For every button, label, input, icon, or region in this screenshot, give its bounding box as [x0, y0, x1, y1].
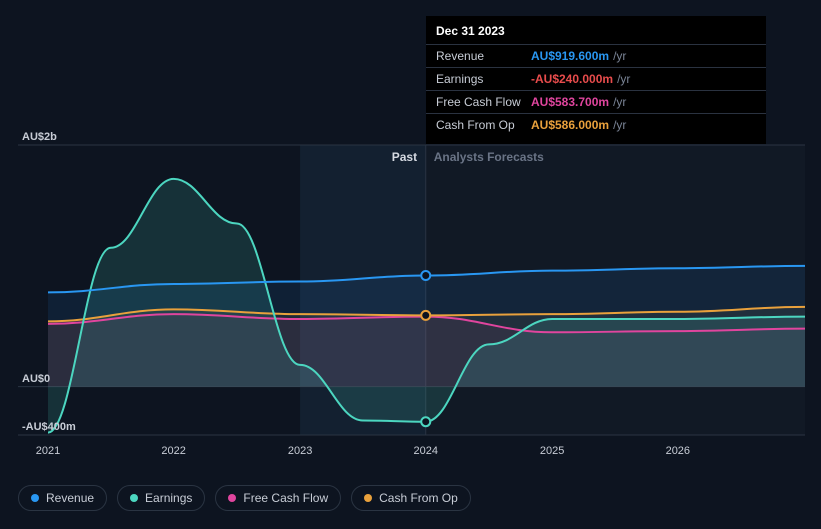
tooltip-row-fcf: Free Cash Flow AU$583.700m /yr	[426, 91, 766, 114]
tooltip-title: Dec 31 2023	[426, 24, 766, 45]
legend-item-cfo[interactable]: Cash From Op	[351, 485, 471, 511]
chart-legend: Revenue Earnings Free Cash Flow Cash Fro…	[18, 485, 471, 511]
y-axis-label: -AU$400m	[22, 421, 76, 433]
tooltip-value: -AU$240.000m	[531, 72, 613, 86]
tooltip-unit: /yr	[613, 95, 626, 109]
tooltip-row-earnings: Earnings -AU$240.000m /yr	[426, 68, 766, 91]
tooltip-row-cfo: Cash From Op AU$586.000m /yr	[426, 114, 766, 136]
tooltip-label: Cash From Op	[436, 118, 531, 132]
legend-label: Free Cash Flow	[243, 491, 328, 505]
legend-dot-icon	[31, 494, 39, 502]
legend-label: Earnings	[145, 491, 192, 505]
legend-item-fcf[interactable]: Free Cash Flow	[215, 485, 341, 511]
tooltip-label: Revenue	[436, 49, 531, 63]
region-label-past: Past	[392, 150, 417, 164]
tooltip-unit: /yr	[613, 118, 626, 132]
legend-label: Cash From Op	[379, 491, 458, 505]
tooltip-unit: /yr	[617, 72, 630, 86]
legend-dot-icon	[364, 494, 372, 502]
legend-label: Revenue	[46, 491, 94, 505]
chart-tooltip: Dec 31 2023 Revenue AU$919.600m /yr Earn…	[426, 16, 766, 144]
x-axis-tick: 2023	[288, 445, 312, 457]
tooltip-label: Free Cash Flow	[436, 95, 531, 109]
tooltip-value: AU$586.000m	[531, 118, 609, 132]
x-axis-tick: 2024	[413, 445, 437, 457]
tooltip-unit: /yr	[613, 49, 626, 63]
legend-dot-icon	[228, 494, 236, 502]
tooltip-row-revenue: Revenue AU$919.600m /yr	[426, 45, 766, 68]
y-axis-label: AU$0	[22, 373, 50, 385]
legend-item-earnings[interactable]: Earnings	[117, 485, 205, 511]
earnings-revenue-chart: AU$2b AU$0 -AU$400m 2021 2022 2023 2024 …	[0, 0, 821, 524]
region-label-forecast: Analysts Forecasts	[434, 150, 544, 164]
legend-dot-icon	[130, 494, 138, 502]
x-axis-tick: 2026	[666, 445, 690, 457]
tooltip-value: AU$919.600m	[531, 49, 609, 63]
x-axis-tick: 2025	[540, 445, 564, 457]
tooltip-value: AU$583.700m	[531, 95, 609, 109]
tooltip-label: Earnings	[436, 72, 531, 86]
y-axis-label: AU$2b	[22, 131, 57, 143]
legend-item-revenue[interactable]: Revenue	[18, 485, 107, 511]
x-axis-tick: 2022	[161, 445, 185, 457]
x-axis-tick: 2021	[36, 445, 60, 457]
